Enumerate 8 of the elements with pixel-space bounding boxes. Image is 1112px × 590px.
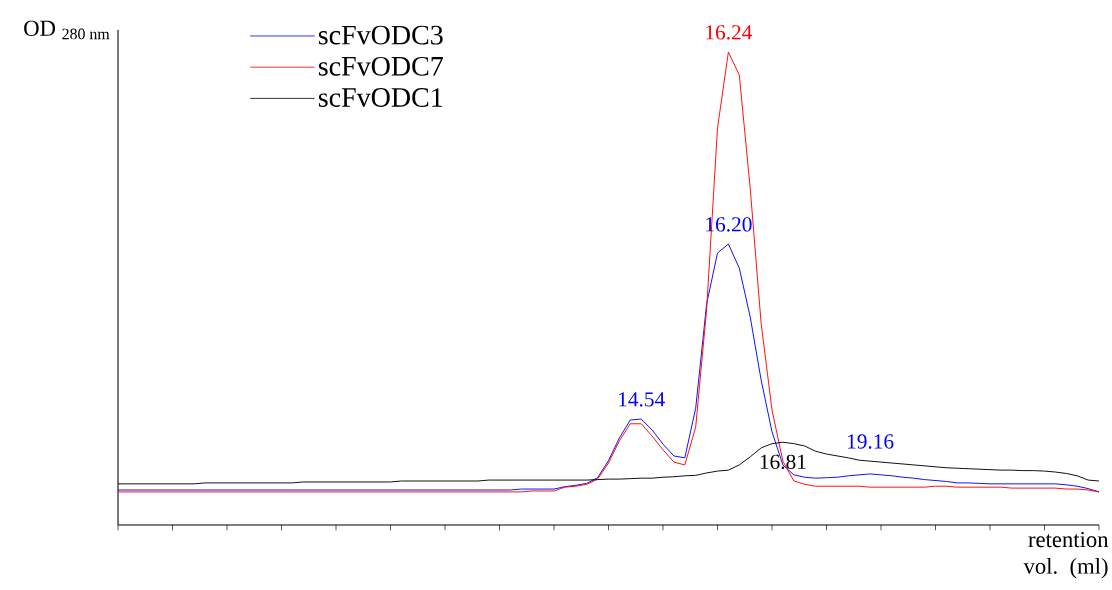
legend-label: scFvODC3 [318,25,443,45]
x-axis-title: retention vol. (ml) [1023,531,1109,579]
annotation: 14.54 [619,392,665,407]
legend-label: scFvODC7 [318,56,443,76]
annotation: 19.16 [847,434,894,449]
legend-label: scFvODC1 [318,88,443,107]
y-axis-title: OD $_{280 nm}$ [24,20,110,40]
annotation: 16.24 [706,25,753,40]
